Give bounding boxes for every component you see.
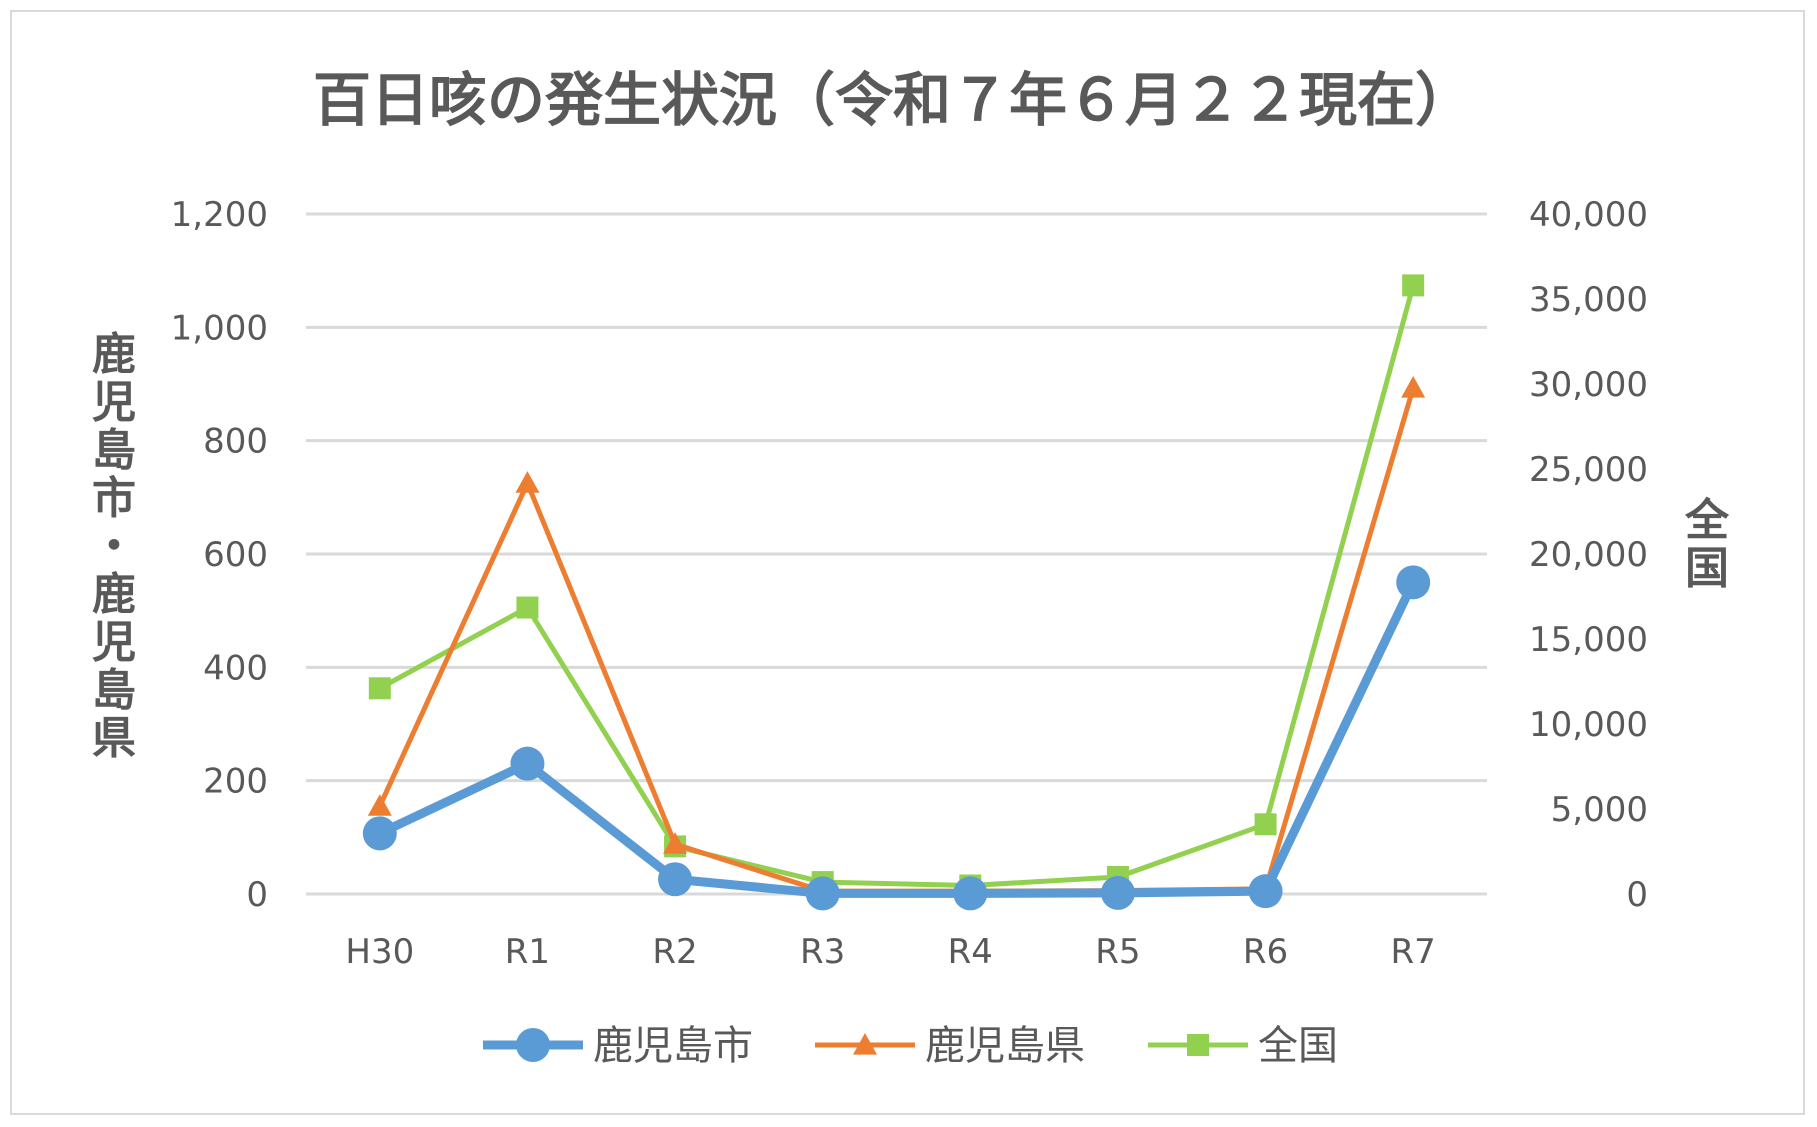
data-point — [516, 596, 539, 619]
legend-item: 鹿児島県 — [815, 1023, 1085, 1069]
right-tick-label: 25,000 — [1529, 450, 1648, 490]
series-square — [368, 274, 1425, 897]
legend-label: 鹿児島市 — [593, 1023, 753, 1069]
right-tick-label: 5,000 — [1551, 790, 1648, 830]
category-label: H30 — [345, 932, 414, 972]
right-tick-label: 40,000 — [1529, 195, 1648, 235]
data-point — [1402, 274, 1425, 297]
axis-title-char: 鹿 — [92, 329, 136, 380]
left-tick-label: 1,200 — [171, 195, 268, 235]
axis-title-char: 児 — [92, 617, 136, 668]
right-tick-label: 35,000 — [1529, 280, 1648, 320]
category-label: R7 — [1391, 932, 1436, 972]
data-point — [516, 1028, 550, 1062]
axis-title-char: 鹿 — [92, 569, 136, 620]
right-tick-label: 20,000 — [1529, 535, 1648, 575]
right-tick-label: 10,000 — [1529, 705, 1648, 745]
data-point — [368, 677, 391, 700]
data-point — [1396, 565, 1431, 600]
data-point — [1254, 813, 1277, 836]
category-label: R3 — [800, 932, 845, 972]
axis-title-char: 全 — [1684, 495, 1730, 546]
right-tick-label: 0 — [1626, 875, 1648, 915]
category-label: R6 — [1243, 932, 1288, 972]
series-line — [377, 580, 1418, 898]
axis-title-char: 島 — [92, 665, 136, 716]
axis-title-char: ・ — [92, 521, 136, 572]
data-point — [853, 1033, 877, 1055]
legend-label: 全国 — [1258, 1023, 1338, 1069]
chart-frame — [10, 10, 1805, 1115]
category-label: R2 — [652, 932, 697, 972]
category-label: R4 — [948, 932, 993, 972]
data-point — [1100, 875, 1135, 910]
data-point — [510, 746, 545, 781]
right-tick-label: 30,000 — [1529, 365, 1648, 405]
right-axis-ticks: 0 5,000 10,000 15,000 20,000 25,000 30,000 35,0… — [1529, 195, 1648, 915]
right-tick-label: 15,000 — [1529, 620, 1648, 660]
data-point — [658, 862, 693, 897]
category-labels: H30 R1 R2 R3 R4 R5 R6 R7 — [345, 932, 1435, 972]
axis-title-char: 島 — [92, 425, 136, 476]
category-label: R1 — [505, 932, 550, 972]
left-tick-label: 800 — [203, 422, 268, 462]
data-point — [1248, 874, 1283, 909]
axis-title-char: 県 — [92, 713, 136, 764]
legend-item: 全国 — [1148, 1023, 1338, 1069]
left-axis-ticks: 0 200 400 600 800 1,000 1,200 — [171, 195, 268, 915]
left-tick-label: 600 — [203, 535, 268, 575]
series-line — [378, 284, 1416, 888]
data-point — [367, 794, 392, 816]
axis-title-char: 国 — [1685, 543, 1729, 594]
axis-title-char: 児 — [92, 377, 136, 428]
grid-lines — [306, 212, 1487, 896]
legend-item: 鹿児島市 — [483, 1023, 753, 1069]
data-point — [1187, 1034, 1209, 1056]
left-axis-title: 鹿児島市・鹿児島県 — [92, 329, 136, 764]
category-label: R5 — [1095, 932, 1140, 972]
legend-label: 鹿児島県 — [925, 1023, 1085, 1069]
axis-title-char: 市 — [92, 473, 136, 524]
data-point — [1401, 375, 1426, 398]
left-tick-label: 0 — [246, 875, 268, 915]
right-axis-title: 全国 — [1684, 495, 1730, 594]
left-tick-label: 1,000 — [171, 308, 268, 348]
left-tick-label: 400 — [203, 648, 268, 688]
left-tick-label: 200 — [203, 762, 268, 802]
series-circle — [362, 565, 1431, 911]
data-point — [953, 876, 988, 911]
data-point — [663, 832, 688, 854]
data-point — [805, 876, 840, 911]
chart-title: 百日咳の発生状況（令和７年６月２２現在） — [313, 66, 1473, 134]
data-point — [515, 471, 540, 493]
series-layer — [362, 274, 1431, 911]
legend: 鹿児島市 鹿児島県 全国 — [483, 1023, 1338, 1069]
data-point — [362, 816, 397, 851]
